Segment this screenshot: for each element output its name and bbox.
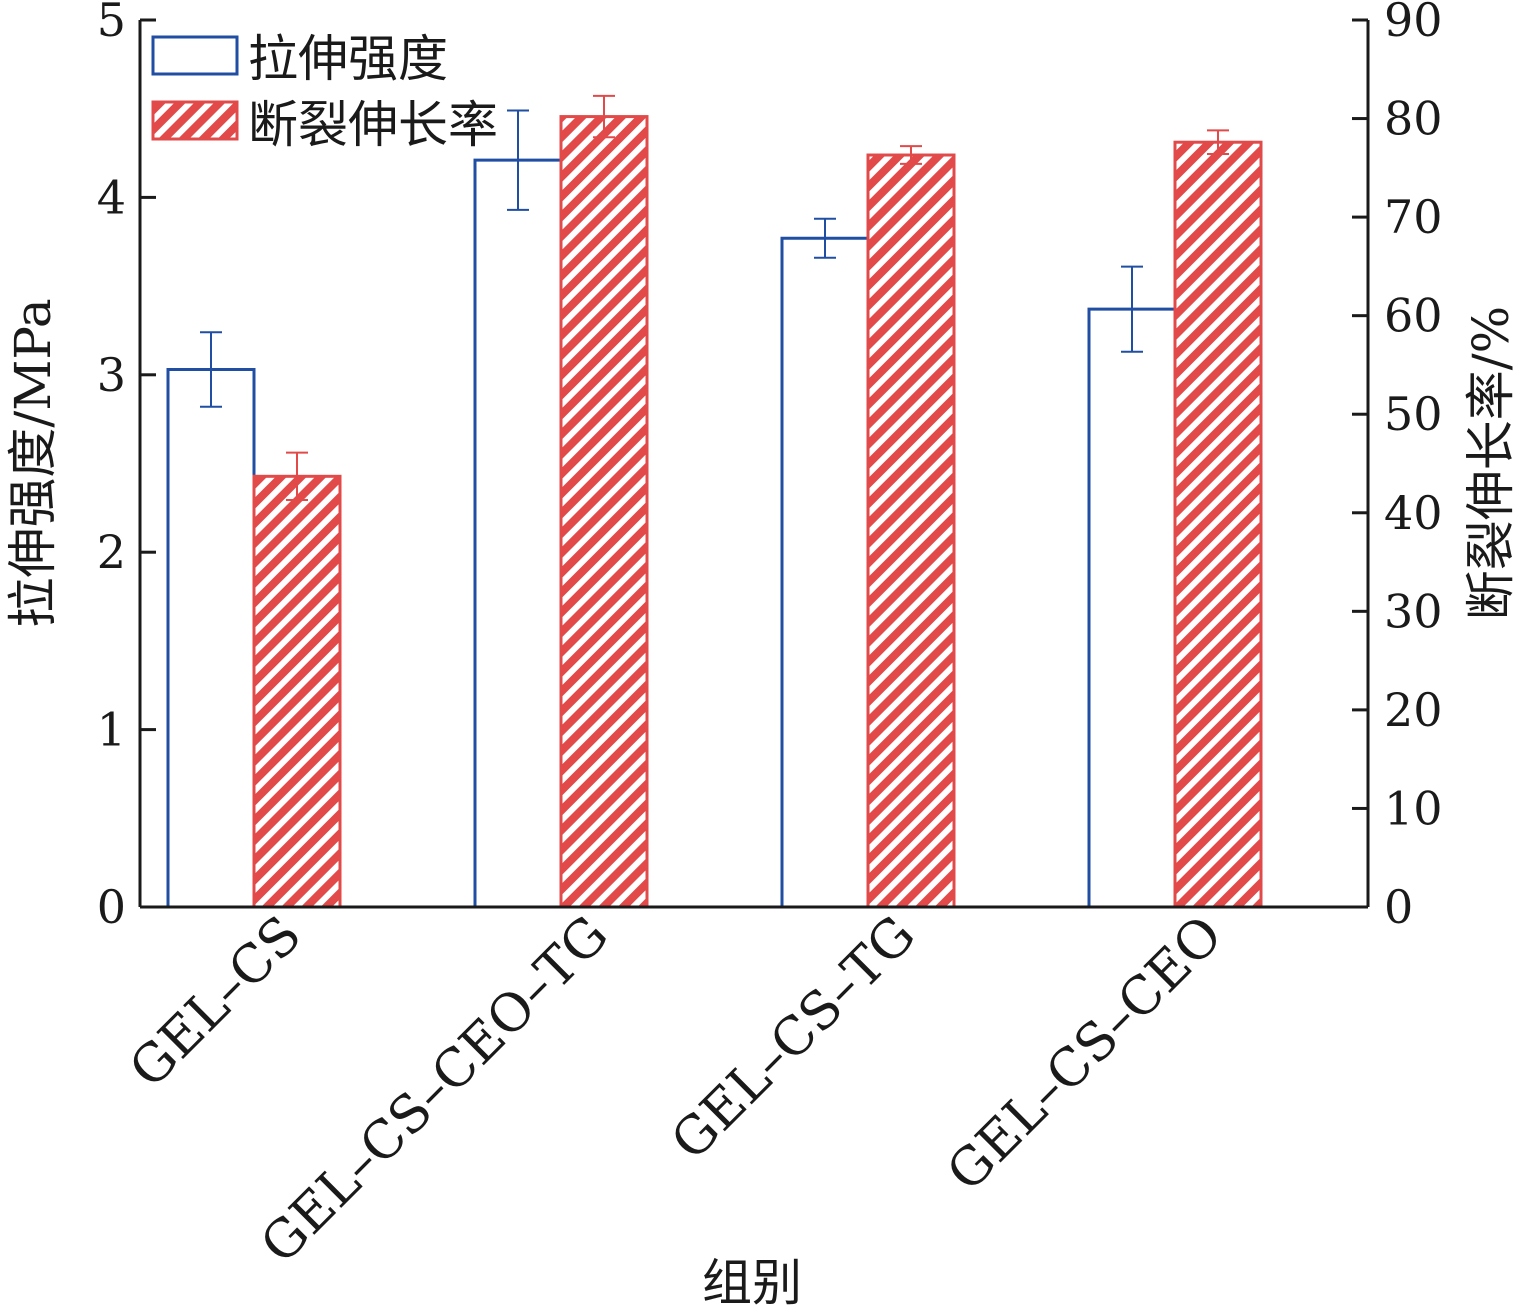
y-tick-label-right: 20 bbox=[1384, 683, 1443, 737]
bar-tensile-strength bbox=[780, 236, 870, 907]
y-axis-title-right: 断裂伸长率/% bbox=[1462, 306, 1520, 620]
y-tick-label-left: 5 bbox=[97, 0, 126, 47]
x-category-label: GEL–CS–TG bbox=[660, 905, 927, 1172]
bar-elongation bbox=[252, 474, 342, 909]
y-tick-label-right: 50 bbox=[1384, 387, 1443, 441]
x-category-label: GEL–CS–CEO bbox=[936, 905, 1234, 1203]
y-tick-label-right: 60 bbox=[1384, 289, 1443, 343]
bar-tensile-strength bbox=[166, 367, 256, 907]
y-tick-label-right: 90 bbox=[1384, 0, 1443, 47]
bar-tensile-strength bbox=[1087, 307, 1177, 907]
y-tick-label-right: 30 bbox=[1384, 584, 1443, 638]
y-tick-label-right: 80 bbox=[1384, 92, 1443, 146]
y-tick-label-right: 70 bbox=[1384, 190, 1443, 244]
y-tick-label-right: 0 bbox=[1384, 880, 1413, 934]
y-tick-label-left: 0 bbox=[97, 880, 126, 934]
plot-area: 0123450102030405060708090GEL–CSGEL–CS–CE… bbox=[4, 0, 1520, 1312]
y-tick-label-right: 40 bbox=[1384, 486, 1443, 540]
y-tick-label-left: 1 bbox=[97, 703, 126, 757]
legend-swatch-elongation bbox=[151, 100, 239, 141]
y-tick-label-right: 10 bbox=[1384, 781, 1443, 835]
y-axis-title-left: 拉伸强度/MPa bbox=[4, 298, 62, 627]
x-category-label: GEL–CS bbox=[118, 905, 313, 1100]
y-tick-label-left: 3 bbox=[97, 348, 126, 402]
bar-elongation bbox=[559, 115, 649, 909]
bar-tensile-strength bbox=[473, 158, 563, 907]
y-tick-label-left: 4 bbox=[97, 170, 126, 224]
legend-label-elongation: 断裂伸长率 bbox=[248, 96, 498, 154]
x-category-label: GEL–CS–CEO–TG bbox=[250, 905, 621, 1276]
bar-elongation bbox=[866, 153, 956, 909]
x-axis-title: 组别 bbox=[702, 1254, 802, 1311]
y-tick-label-left: 2 bbox=[97, 525, 126, 579]
bar-elongation bbox=[1173, 140, 1263, 909]
legend-label-tensile-strength: 拉伸强度 bbox=[248, 30, 448, 88]
legend-swatch-tensile-strength bbox=[151, 35, 239, 76]
